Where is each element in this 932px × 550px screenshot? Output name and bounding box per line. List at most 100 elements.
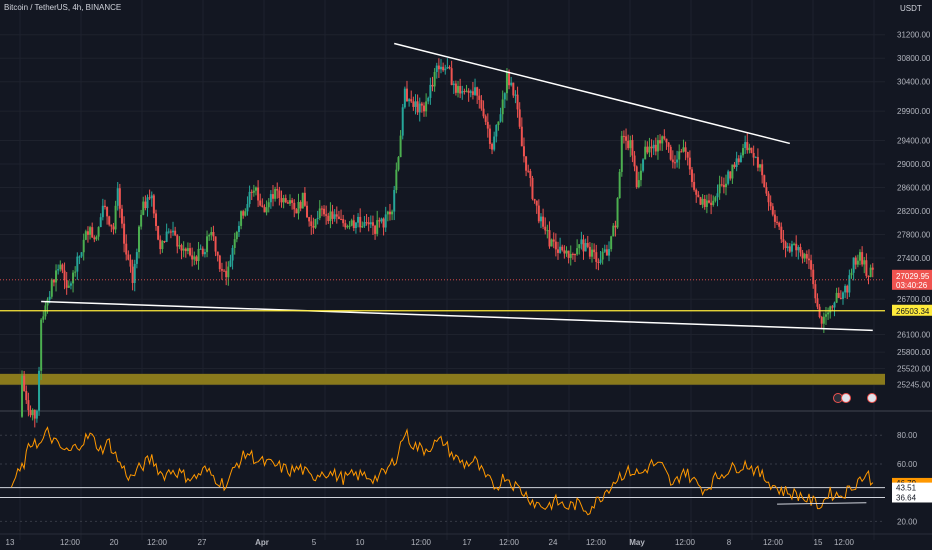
support-line[interactable] — [0, 279, 885, 312]
time-tick-label: 24 — [549, 538, 558, 547]
candle-body — [297, 201, 300, 214]
support-price-value: 26503.34 — [896, 307, 930, 316]
candle-body — [584, 243, 587, 252]
candle-body — [588, 246, 591, 257]
candle-body — [778, 222, 781, 227]
candle-body — [476, 87, 479, 96]
candle-body — [635, 166, 638, 188]
candle-body — [605, 249, 608, 256]
candle-body — [625, 136, 628, 141]
candle-body — [716, 193, 719, 198]
current-price-tag — [892, 269, 932, 290]
rsi-level-lower-value: 36.64 — [896, 493, 917, 502]
candle-body — [259, 200, 262, 206]
candle-body — [76, 256, 79, 272]
candle-body — [233, 239, 236, 248]
candle-body — [267, 202, 270, 208]
candle-body — [50, 279, 53, 297]
time-tick-label: 12:00 — [763, 538, 784, 547]
candle-body — [561, 246, 564, 251]
candle-body — [295, 209, 298, 214]
candle-body — [788, 246, 791, 252]
badge-circle — [841, 393, 851, 403]
candle-body — [495, 125, 498, 137]
rsi-level-lower-tag — [892, 492, 932, 503]
candle-body — [365, 222, 368, 224]
candle-body — [82, 239, 85, 253]
event-icons[interactable] — [833, 393, 877, 403]
flag-us-icon[interactable] — [841, 393, 851, 403]
candle-body — [673, 162, 676, 164]
candle-body — [644, 146, 647, 160]
candle-body — [361, 226, 364, 228]
trendline[interactable] — [394, 42, 790, 145]
candle-body — [735, 158, 738, 167]
candle-body — [701, 198, 704, 205]
candle-body — [299, 201, 302, 209]
candle-body — [552, 239, 555, 242]
candle-body — [182, 248, 185, 251]
candle-body — [61, 264, 64, 271]
candle-body — [35, 410, 38, 419]
candle-body — [48, 296, 51, 300]
candle-body — [301, 192, 304, 209]
rsi-trendline[interactable] — [777, 502, 867, 505]
candle-body — [837, 292, 840, 298]
candle-body — [437, 65, 440, 70]
candle-body — [793, 243, 796, 245]
candle-body — [693, 181, 696, 190]
candle-body — [99, 217, 102, 228]
candle-body — [312, 226, 315, 228]
candle-body — [646, 146, 649, 153]
candle-body — [497, 121, 500, 126]
candle-body — [846, 285, 849, 293]
candle-body — [618, 171, 621, 199]
candle-body — [680, 151, 683, 153]
candle-body — [29, 410, 32, 416]
candle-body — [542, 216, 545, 227]
candle-body — [471, 91, 474, 95]
candle-body — [78, 256, 81, 258]
candle-body — [682, 147, 685, 152]
candle-body — [403, 88, 406, 108]
candle-body — [548, 230, 551, 247]
candle-body — [748, 147, 751, 151]
candle-body — [863, 260, 866, 265]
time-tick-label: 12:00 — [834, 538, 855, 547]
price-tick-label: 30400.00 — [897, 78, 931, 87]
candle-body — [718, 184, 721, 194]
yellow-zone — [0, 373, 885, 385]
candle-body — [420, 103, 423, 106]
trendlines[interactable] — [41, 42, 873, 332]
candle-body — [610, 236, 613, 250]
time-axis[interactable]: 13 12:00 20 12:00 27 Apr 5 10 12:00 17 12:00 24 12:0… — [0, 533, 932, 547]
candle-body — [148, 197, 151, 199]
rsi-level-upper-tag — [892, 482, 932, 493]
price-tick-label: 25245.00 — [897, 381, 931, 390]
flag-us-icon[interactable] — [867, 393, 877, 403]
candle-body — [733, 164, 736, 167]
candle-body — [212, 231, 215, 237]
candle-body — [265, 207, 268, 213]
candle-body — [582, 239, 585, 252]
candle-body — [38, 370, 41, 411]
time-tick-label: Apr — [255, 538, 269, 547]
trendline[interactable] — [41, 300, 873, 332]
candle-body — [491, 143, 494, 150]
candle-body — [461, 90, 464, 94]
candle-body — [367, 222, 370, 225]
candle-body — [850, 272, 853, 276]
candle-body — [824, 314, 827, 317]
candle-body — [169, 231, 172, 233]
candle-body — [848, 275, 851, 293]
candle-body — [95, 236, 98, 240]
candle-body — [459, 86, 462, 94]
candle-body — [839, 297, 842, 299]
candle-body — [252, 190, 255, 193]
candle-body — [565, 250, 568, 254]
candle-body — [486, 121, 489, 129]
price-axis[interactable]: 31200.00 30800.00 30400.00 29900.00 29400.00… — [892, 31, 932, 527]
candle-body — [125, 243, 128, 255]
candle-body — [74, 271, 77, 273]
